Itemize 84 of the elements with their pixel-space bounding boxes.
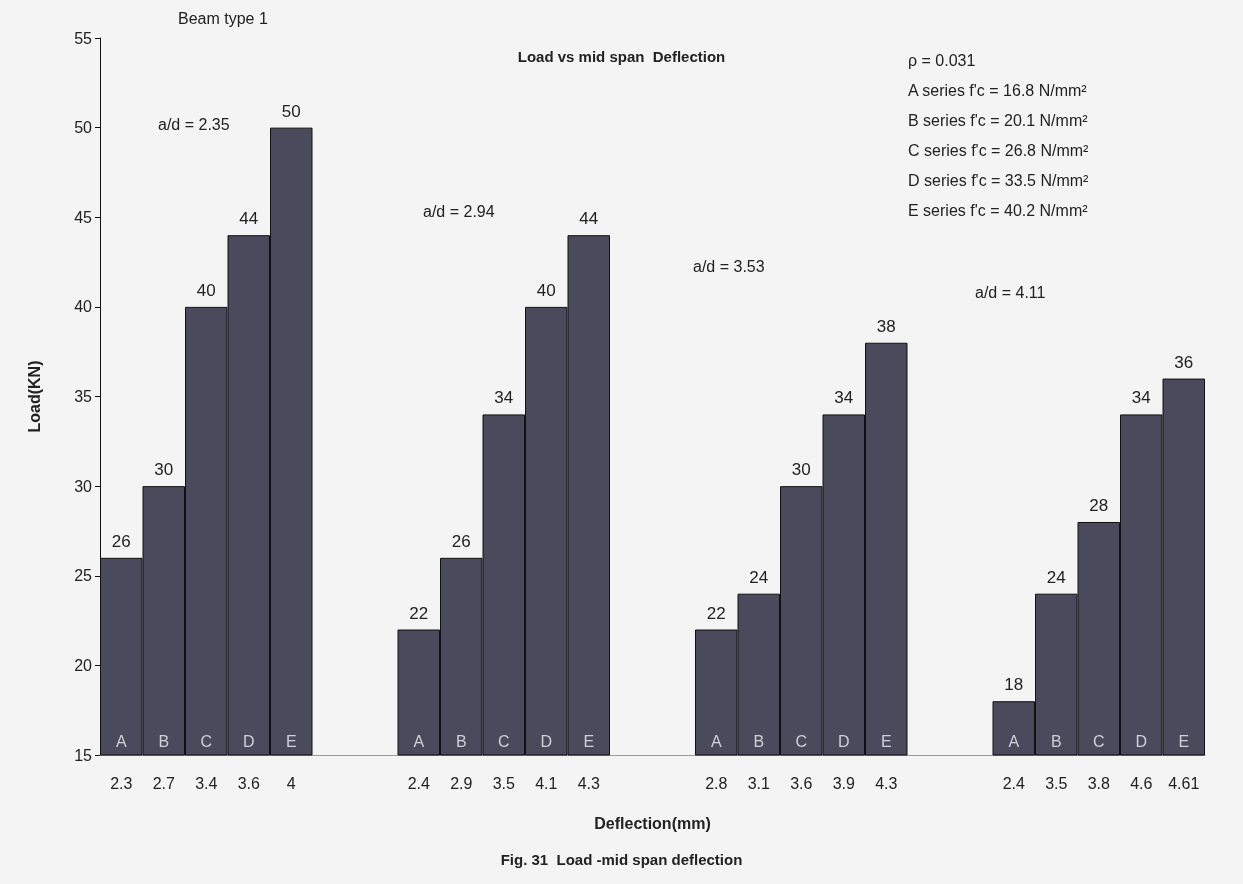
x-tick-label: 3.5 xyxy=(1045,774,1068,792)
x-tick-label: 2.3 xyxy=(110,774,133,792)
x-tick-label: 3.6 xyxy=(237,774,260,792)
annotation: ρ = 0.031 xyxy=(908,51,976,69)
data-label: 30 xyxy=(154,460,174,480)
x-tick-label: 3.6 xyxy=(790,774,813,792)
data-label: 44 xyxy=(579,209,599,229)
annotation: E xyxy=(1178,732,1190,750)
x-tick-label: 2.8 xyxy=(705,774,728,792)
caption: Fig. 31 Load -mid span deflection xyxy=(500,851,743,868)
annotation: C xyxy=(497,732,510,750)
x-tick-label: 3.9 xyxy=(832,774,855,792)
annotation: B xyxy=(455,732,467,750)
y-tick-label: 45 xyxy=(74,208,93,226)
annotation: A xyxy=(413,732,425,750)
annotation: D series f'c = 33.5 N/mm² xyxy=(908,171,1090,189)
data-label: 24 xyxy=(749,567,769,587)
data-label: 26 xyxy=(111,531,131,551)
data-label: 22 xyxy=(706,603,726,623)
annotation: a/d = 3.53 xyxy=(693,257,765,275)
x-tick-label: 2.7 xyxy=(152,774,175,792)
data-label: 44 xyxy=(239,209,259,229)
data-label: 34 xyxy=(1131,388,1151,408)
x-tick-label: 4.3 xyxy=(577,774,600,792)
x-tick-label: 3.8 xyxy=(1087,774,1110,792)
x-tick-label: 4.61 xyxy=(1168,774,1200,792)
annotation: B xyxy=(1050,732,1062,750)
y-tick-label: 25 xyxy=(74,567,93,585)
annotation: A xyxy=(1008,732,1020,750)
data-label: 40 xyxy=(196,280,216,300)
data-label: 18 xyxy=(1004,675,1024,695)
y-axis-title: Load(KN) xyxy=(25,360,43,433)
data-label: 26 xyxy=(451,531,471,551)
annotation: C xyxy=(200,732,213,750)
text: Beam type 1 xyxy=(178,9,268,27)
data-label: 30 xyxy=(791,460,811,480)
data-label: 24 xyxy=(1046,567,1066,587)
x-tick-label: 4 xyxy=(286,774,296,792)
annotation: D xyxy=(1135,732,1148,750)
data-label: 34 xyxy=(494,388,514,408)
annotation: D xyxy=(540,732,553,750)
x-tick-label: 3.5 xyxy=(492,774,515,792)
annotation: A series f'c = 16.8 N/mm² xyxy=(908,81,1088,99)
annotation: B xyxy=(753,732,765,750)
annotation: A xyxy=(710,732,722,750)
y-tick-label: 20 xyxy=(74,656,93,674)
x-tick-label: 3.1 xyxy=(747,774,770,792)
annotation: D xyxy=(242,732,255,750)
x-tick-label: 4.1 xyxy=(535,774,558,792)
annotation: C xyxy=(795,732,808,750)
annotation: a/d = 2.35 xyxy=(158,115,230,133)
x-tick-label: 4.6 xyxy=(1130,774,1153,792)
data-label: 40 xyxy=(536,280,556,300)
annotation: E xyxy=(583,732,595,750)
annotation: D xyxy=(837,732,850,750)
annotation: E series f'c = 40.2 N/mm² xyxy=(908,201,1089,219)
data-label: 34 xyxy=(834,388,854,408)
x-tick-label: 2.4 xyxy=(407,774,430,792)
data-label: 50 xyxy=(281,101,301,121)
annotation: B series f'c = 20.1 N/mm² xyxy=(908,111,1089,129)
x-tick-label: 4.3 xyxy=(875,774,898,792)
x-tick-label: 2.9 xyxy=(450,774,473,792)
x-tick-label: 3.4 xyxy=(195,774,218,792)
y-tick-label: 30 xyxy=(74,477,93,495)
annotation: E xyxy=(880,732,892,750)
data-label: 22 xyxy=(409,603,429,623)
x-axis-title: Deflection(mm) xyxy=(594,814,711,832)
text: Load vs mid span Deflection xyxy=(517,48,726,65)
annotation: C xyxy=(1092,732,1105,750)
y-tick-label: 55 xyxy=(74,29,93,47)
annotation: B xyxy=(158,732,170,750)
y-tick-label: 35 xyxy=(74,388,93,405)
data-label: 38 xyxy=(876,316,896,336)
annotation: A xyxy=(115,732,127,750)
y-tick-label: 40 xyxy=(74,298,93,316)
data-label: 28 xyxy=(1089,495,1109,515)
x-tick-label: 2.4 xyxy=(1002,774,1025,792)
data-label: 36 xyxy=(1174,352,1194,372)
annotation: a/d = 2.94 xyxy=(423,202,495,220)
annotation: E xyxy=(285,732,297,750)
y-tick-label: 15 xyxy=(74,746,93,764)
annotation: C series f'c = 26.8 N/mm² xyxy=(908,141,1090,159)
annotation: a/d = 4.11 xyxy=(975,283,1046,301)
y-tick-label: 50 xyxy=(74,119,93,137)
